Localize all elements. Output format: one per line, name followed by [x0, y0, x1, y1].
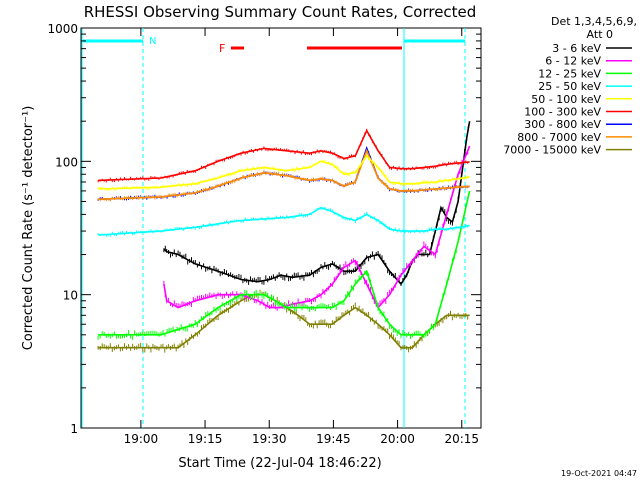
y-tick-label: 100: [55, 155, 78, 169]
y-tick-label: 10: [63, 289, 78, 303]
series-line: [98, 154, 470, 190]
legend-label: 100 - 300 keV: [524, 106, 601, 119]
series-noise: [97, 151, 469, 202]
series-noise: [97, 206, 469, 237]
series-noise: [97, 128, 469, 183]
x-tick-label: 19:15: [188, 432, 223, 446]
night-marker: N: [149, 36, 156, 47]
series-noise: [97, 155, 469, 191]
x-tick-label: 19:30: [252, 432, 287, 446]
x-axis-label: Start Time (22-Jul-04 18:46:22): [178, 456, 381, 471]
chart-title: RHESSI Observing Summary Count Rates, Co…: [84, 3, 477, 21]
legend-label: 7000 - 15000 keV: [503, 144, 601, 157]
x-tick-label: 20:00: [380, 432, 415, 446]
y-axis-label: Corrected Count Rate (s⁻¹ detector⁻¹): [21, 106, 36, 351]
y-tick-label: 1: [70, 422, 78, 436]
plot-frame: [80, 27, 482, 429]
footer-timestamp: 19-Oct-2021 04:47: [561, 469, 637, 478]
y-tick-label: 1000: [47, 22, 78, 36]
series-noise: [97, 289, 469, 353]
flare-marker: F: [219, 42, 225, 55]
series-noise: [163, 126, 469, 286]
series-line: [98, 293, 470, 349]
legend-label: 3 - 6 keV: [552, 42, 601, 55]
legend-label: 6 - 12 keV: [545, 55, 601, 68]
legend-header-line-2: Att 0: [587, 28, 613, 41]
legend-label: 12 - 25 keV: [538, 67, 601, 80]
legend-header-line-1: Det 1,3,4,5,6,9,: [551, 15, 637, 28]
series-line: [98, 206, 470, 236]
legend-label: 50 - 100 keV: [531, 93, 601, 106]
series-line: [163, 145, 471, 310]
series-line: [163, 121, 471, 286]
x-tick-label: 19:45: [316, 432, 351, 446]
legend-label: 800 - 7000 keV: [517, 131, 601, 144]
legend-label: 25 - 50 keV: [538, 80, 601, 93]
x-tick-label: 20:15: [444, 432, 479, 446]
x-tick-label: 19:00: [124, 432, 159, 446]
legend-label: 300 - 800 keV: [524, 118, 601, 131]
series-noise: [97, 197, 469, 340]
series-line: [98, 128, 470, 182]
